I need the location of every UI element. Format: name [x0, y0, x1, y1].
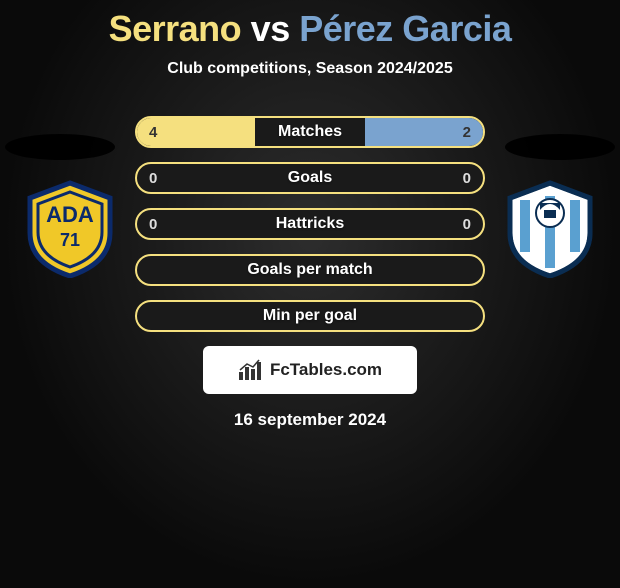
club-left-shadow [5, 134, 115, 160]
stat-value-left: 0 [149, 210, 157, 238]
stat-row: Matches4 2 [135, 116, 485, 148]
stat-value-left: 4 [149, 118, 157, 146]
stat-row: Hattricks0 0 [135, 208, 485, 240]
subtitle: Club competitions, Season 2024/2025 [0, 60, 620, 78]
vs-separator: vs [251, 8, 290, 49]
stat-label: Min per goal [137, 302, 483, 330]
svg-text:71: 71 [60, 230, 80, 250]
stat-value-left: 0 [149, 164, 157, 192]
club-left-logo: ADA 71 [20, 178, 120, 278]
player1-name: Serrano [109, 8, 242, 49]
stat-row: Goals per match [135, 254, 485, 286]
stat-label: Goals per match [137, 256, 483, 284]
stats-container: Matches42Goals00Hattricks00Goals per mat… [135, 116, 485, 332]
brand-text: FcTables.com [270, 360, 382, 380]
bar-chart-icon [238, 359, 264, 381]
player2-name: Pérez Garcia [299, 8, 511, 49]
brand-box: FcTables.com [203, 346, 417, 394]
club-right-shadow [505, 134, 615, 160]
stat-value-right: 0 [463, 210, 471, 238]
svg-text:ADA: ADA [46, 202, 94, 227]
stat-row: Goals0 0 [135, 162, 485, 194]
stat-label: Goals [137, 164, 483, 192]
stat-value-right: 0 [463, 164, 471, 192]
comparison-title: Serrano vs Pérez Garcia [0, 8, 620, 50]
date-text: 16 september 2024 [0, 410, 620, 430]
club-right-logo [500, 178, 600, 278]
stat-value-right: 2 [463, 118, 471, 146]
stat-label: Matches [137, 118, 483, 146]
stat-label: Hattricks [137, 210, 483, 238]
stat-row: Min per goal [135, 300, 485, 332]
